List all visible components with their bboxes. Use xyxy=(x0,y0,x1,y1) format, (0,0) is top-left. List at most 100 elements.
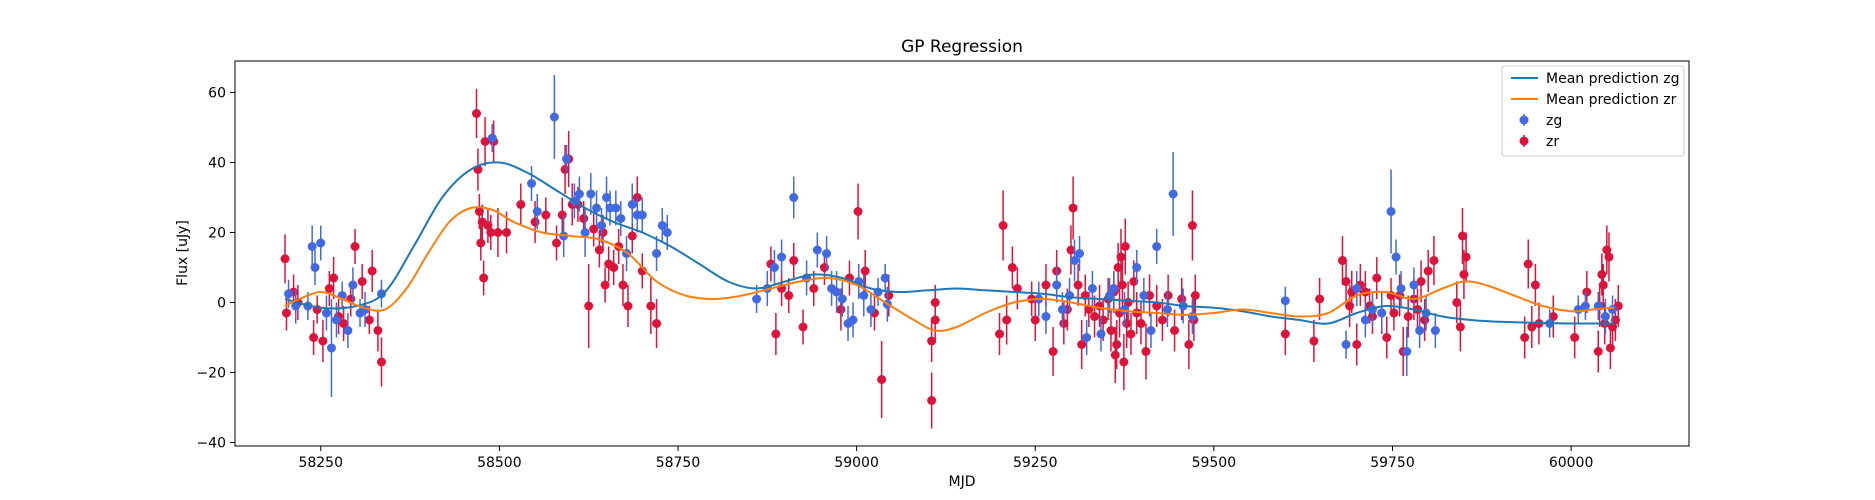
zr-point xyxy=(309,320,319,355)
zr-point xyxy=(1066,225,1076,275)
zr-marker xyxy=(860,266,870,276)
legend-label-zg-line: Mean prediction zg xyxy=(1546,71,1680,87)
zr-marker xyxy=(1002,315,1012,325)
zr-marker xyxy=(1068,203,1078,213)
zr-marker xyxy=(1527,322,1537,332)
y-axis-label: Flux [uJy] xyxy=(175,220,191,286)
zg-marker xyxy=(657,221,667,230)
legend-label-zg: zg xyxy=(1546,113,1562,129)
zr-marker xyxy=(995,329,1005,339)
zr-point xyxy=(1309,320,1319,362)
zg-marker xyxy=(789,193,799,202)
zr-marker xyxy=(1452,298,1462,307)
zr-marker xyxy=(502,228,512,237)
zg-point xyxy=(602,176,612,219)
zr-marker xyxy=(927,336,937,346)
zr-point xyxy=(1152,285,1162,327)
zr-marker xyxy=(541,210,551,220)
y-tick-label: −20 xyxy=(196,366,226,382)
zr-point xyxy=(1416,260,1426,303)
zg-marker xyxy=(1402,347,1412,356)
zr-marker xyxy=(1012,284,1022,293)
zr-point xyxy=(809,271,819,306)
zg-marker xyxy=(1096,329,1106,339)
zg-marker xyxy=(331,315,341,325)
zg-point xyxy=(1402,327,1412,376)
zr-point xyxy=(1136,302,1146,345)
zr-marker xyxy=(998,221,1008,230)
zr-point xyxy=(1382,316,1392,359)
zr-point xyxy=(552,225,562,261)
zg-marker xyxy=(777,252,787,262)
zg-point xyxy=(562,145,572,173)
legend-box xyxy=(1501,65,1685,157)
zg-point xyxy=(1075,236,1085,271)
zg-marker xyxy=(348,280,358,290)
zg-marker xyxy=(586,189,596,199)
zr-point xyxy=(930,285,940,320)
zg-marker xyxy=(321,308,331,318)
zg-point xyxy=(1105,278,1115,313)
zg-marker xyxy=(1409,280,1419,290)
zr-marker xyxy=(1098,315,1108,325)
zr-point xyxy=(1429,236,1439,285)
zg-marker xyxy=(637,210,647,220)
zr-point xyxy=(1120,218,1130,275)
zr-point xyxy=(1455,302,1465,352)
zr-marker xyxy=(600,280,610,290)
zr-marker xyxy=(1280,329,1290,339)
zr-point xyxy=(329,257,339,299)
legend-zg-marker xyxy=(1519,114,1529,126)
zr-point xyxy=(1106,309,1116,352)
zr-marker xyxy=(1184,340,1194,349)
zr-marker xyxy=(579,214,589,223)
zr-marker xyxy=(357,277,367,286)
zr-marker xyxy=(1570,333,1580,342)
zr-point xyxy=(541,197,551,233)
zg-marker xyxy=(602,193,612,202)
x-tick-label: 58500 xyxy=(477,455,522,471)
zr-point xyxy=(1315,278,1325,320)
zg-marker xyxy=(1187,312,1197,321)
zg-point xyxy=(1087,271,1097,306)
zr-point xyxy=(1598,264,1608,306)
zr-point xyxy=(1337,236,1347,285)
zg-marker xyxy=(1415,326,1425,335)
plot-frame xyxy=(234,60,1690,447)
zg-point xyxy=(1152,229,1162,264)
zg-marker xyxy=(1057,305,1067,314)
zg-marker xyxy=(769,263,779,272)
zr-marker xyxy=(479,273,489,283)
zr-point xyxy=(557,197,567,233)
zr-point xyxy=(877,341,887,418)
zg-marker xyxy=(866,305,876,314)
zr-point xyxy=(1110,327,1120,383)
zr-point xyxy=(1090,295,1100,338)
zr-marker xyxy=(1315,294,1325,304)
zr-marker xyxy=(836,305,846,314)
zr-marker xyxy=(1455,322,1465,332)
zr-marker xyxy=(1141,347,1151,356)
zr-point xyxy=(1126,313,1136,355)
legend-label-zr-line: Mean prediction zr xyxy=(1546,92,1677,108)
zr-marker xyxy=(819,263,829,272)
zr-marker xyxy=(1416,277,1426,286)
zr-marker xyxy=(853,207,863,216)
zg-point xyxy=(316,225,326,261)
zg-point xyxy=(1146,313,1156,348)
zr-marker xyxy=(367,266,377,276)
zg-marker xyxy=(1109,284,1119,293)
zr-marker xyxy=(1119,357,1129,367)
zr-marker xyxy=(1459,270,1469,279)
zg-marker xyxy=(592,203,602,213)
zg-marker xyxy=(1120,305,1130,314)
zr-marker xyxy=(1048,347,1058,356)
zg-point xyxy=(532,194,542,229)
zr-marker xyxy=(376,357,386,367)
zg-point xyxy=(586,173,596,215)
zg-marker xyxy=(848,315,858,325)
zr-mean-prediction-line xyxy=(284,206,1615,332)
zr-marker xyxy=(1117,280,1127,290)
zr-point xyxy=(1184,320,1194,369)
zg-point xyxy=(592,190,602,226)
